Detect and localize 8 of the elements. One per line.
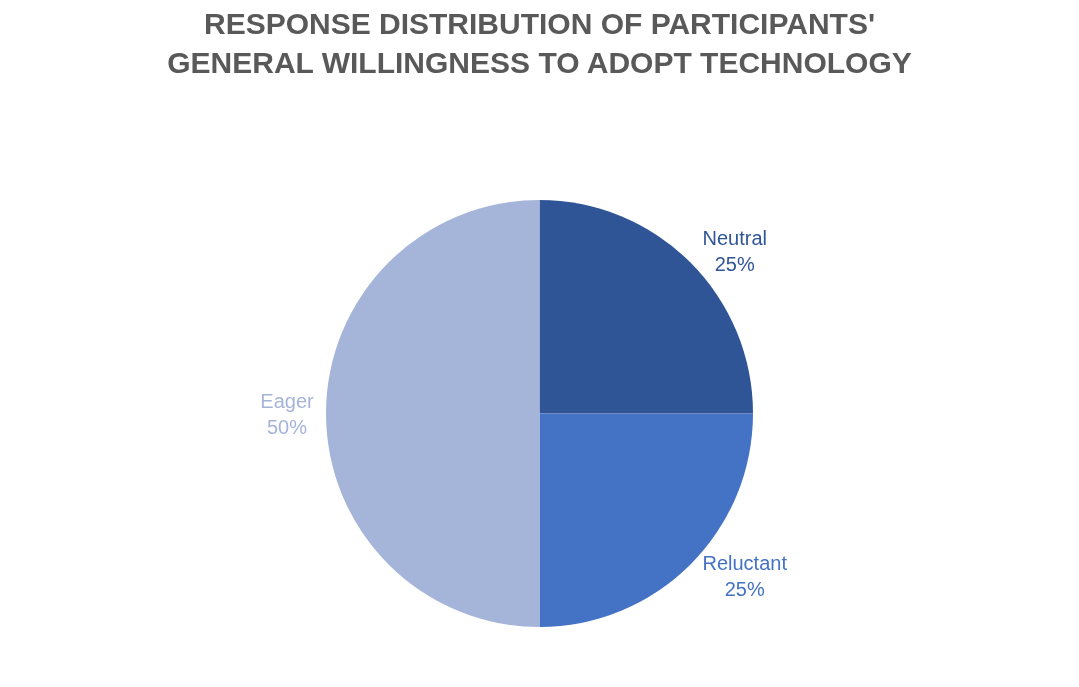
chart-title: RESPONSE DISTRIBUTION OF PARTICIPANTS' GENERAL WILLINGNESS TO ADOPT TECHNOLOGY bbox=[167, 7, 912, 80]
pie-slice bbox=[326, 200, 540, 627]
data-label: 50% bbox=[266, 415, 308, 438]
slice-label: Neutral bbox=[702, 226, 767, 249]
slice-label: Reluctant bbox=[702, 552, 788, 575]
data-label: 25% bbox=[714, 252, 755, 275]
slice-label: Eager bbox=[260, 389, 314, 412]
data-label: 25% bbox=[724, 578, 765, 601]
